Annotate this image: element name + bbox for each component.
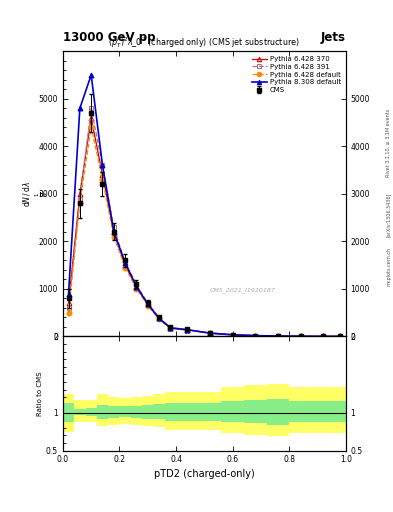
Text: Jets: Jets <box>321 31 346 44</box>
Pythia 6.428 391 <box>100 162 105 168</box>
Pythia 6.428 370 <box>66 300 71 306</box>
Pythia 6.428 default <box>77 200 82 206</box>
Pythia 6.428 default <box>338 333 343 339</box>
Pythia 6.428 391 <box>298 333 303 339</box>
Pythia 8.308 default <box>253 332 258 338</box>
Text: CMS_2021_I1920187: CMS_2021_I1920187 <box>210 287 276 292</box>
Pythia 6.428 370 <box>157 315 162 322</box>
Text: mcplots.cern.ch: mcplots.cern.ch <box>386 247 391 286</box>
Pythia 6.428 391 <box>134 281 139 287</box>
Pythia 6.428 391 <box>338 333 343 339</box>
Pythia 6.428 391 <box>321 333 325 339</box>
Pythia 6.428 default <box>145 303 150 309</box>
Pythia 8.308 default <box>321 333 325 339</box>
Pythia 8.308 default <box>168 325 173 331</box>
Pythia 8.308 default <box>298 333 303 339</box>
Pythia 6.428 370 <box>123 262 127 268</box>
Pythia 6.428 370 <box>100 172 105 178</box>
Pythia 8.308 default <box>77 105 82 111</box>
Pythia 8.308 default <box>208 330 212 336</box>
Pythia 8.308 default <box>157 315 162 322</box>
Pythia 6.428 370 <box>230 332 235 338</box>
Pythia 6.428 default <box>66 310 71 316</box>
Pythia 8.308 default <box>145 301 150 307</box>
Line: Pythia 6.428 default: Pythia 6.428 default <box>66 125 343 339</box>
Pythia 6.428 391 <box>123 260 127 266</box>
Pythia 6.428 370 <box>338 333 343 339</box>
Pythia 8.308 default <box>338 333 343 339</box>
Pythia 6.428 391 <box>168 325 173 331</box>
Pythia 8.308 default <box>100 162 105 168</box>
Pythia 6.428 391 <box>145 300 150 306</box>
Pythia 6.428 370 <box>168 325 173 331</box>
Pythia 8.308 default <box>230 332 235 338</box>
Pythia 6.428 370 <box>321 333 325 339</box>
Pythia 6.428 391 <box>253 332 258 338</box>
Pythia 6.428 370 <box>77 191 82 197</box>
Pythia 6.428 370 <box>112 229 116 235</box>
Pythia 6.428 391 <box>89 105 94 111</box>
Pythia 6.428 370 <box>89 115 94 121</box>
Pythia 6.428 370 <box>208 330 212 336</box>
Pythia 6.428 default <box>230 332 235 338</box>
Y-axis label: $\mathrm{d}N\,/\,\mathrm{d}\lambda$
$\frac{1}{N}$: $\mathrm{d}N\,/\,\mathrm{d}\lambda$ $\fr… <box>21 181 50 207</box>
Pythia 6.428 default <box>298 333 303 339</box>
Pythia 6.428 391 <box>112 224 116 230</box>
Pythia 6.428 default <box>112 233 116 240</box>
Pythia 6.428 370 <box>253 332 258 338</box>
Pythia 6.428 391 <box>66 305 71 311</box>
Pythia 6.428 default <box>275 333 280 339</box>
Pythia 6.428 370 <box>185 327 190 333</box>
Line: Pythia 6.428 370: Pythia 6.428 370 <box>66 115 343 339</box>
Pythia 6.428 370 <box>298 333 303 339</box>
Pythia 8.308 default <box>123 260 127 266</box>
Pythia 6.428 391 <box>157 314 162 321</box>
Pythia 6.428 370 <box>275 333 280 339</box>
Pythia 6.428 391 <box>77 196 82 202</box>
Pythia 6.428 default <box>168 325 173 331</box>
Pythia 6.428 default <box>134 286 139 292</box>
Pythia 8.308 default <box>112 229 116 235</box>
Pythia 6.428 default <box>157 316 162 323</box>
Pythia 6.428 391 <box>275 333 280 339</box>
Pythia 6.428 391 <box>185 327 190 333</box>
Text: [arXiv:1306.3436]: [arXiv:1306.3436] <box>386 193 391 237</box>
Pythia 6.428 default <box>185 327 190 333</box>
Pythia 6.428 370 <box>145 301 150 307</box>
Pythia 6.428 default <box>321 333 325 339</box>
Pythia 6.428 default <box>208 330 212 336</box>
Pythia 8.308 default <box>134 284 139 290</box>
Pythia 8.308 default <box>66 291 71 297</box>
Pythia 6.428 391 <box>208 330 212 336</box>
Pythia 6.428 default <box>123 264 127 270</box>
Pythia 8.308 default <box>275 333 280 339</box>
Y-axis label: Ratio to CMS: Ratio to CMS <box>37 371 43 416</box>
Title: $(p_T^P)^2\lambda\_0^2$ (charged only) (CMS jet substructure): $(p_T^P)^2\lambda\_0^2$ (charged only) (… <box>108 35 300 50</box>
Text: Rivet 3.1.10, ≥ 3.1M events: Rivet 3.1.10, ≥ 3.1M events <box>386 109 391 178</box>
Pythia 8.308 default <box>89 72 94 78</box>
Pythia 6.428 default <box>89 124 94 131</box>
Line: Pythia 8.308 default: Pythia 8.308 default <box>66 73 343 339</box>
Pythia 6.428 370 <box>134 284 139 290</box>
Legend: Pythia 6.428 370, Pythia 6.428 391, Pythia 6.428 default, Pythia 8.308 default, : Pythia 6.428 370, Pythia 6.428 391, Pyth… <box>250 55 342 94</box>
Pythia 6.428 391 <box>230 332 235 338</box>
Pythia 8.308 default <box>185 327 190 333</box>
Text: 13000 GeV pp: 13000 GeV pp <box>63 31 155 44</box>
Pythia 6.428 default <box>253 333 258 339</box>
X-axis label: pTD2 (charged-only): pTD2 (charged-only) <box>154 468 255 479</box>
Line: Pythia 6.428 391: Pythia 6.428 391 <box>66 106 343 339</box>
Pythia 6.428 default <box>100 177 105 183</box>
